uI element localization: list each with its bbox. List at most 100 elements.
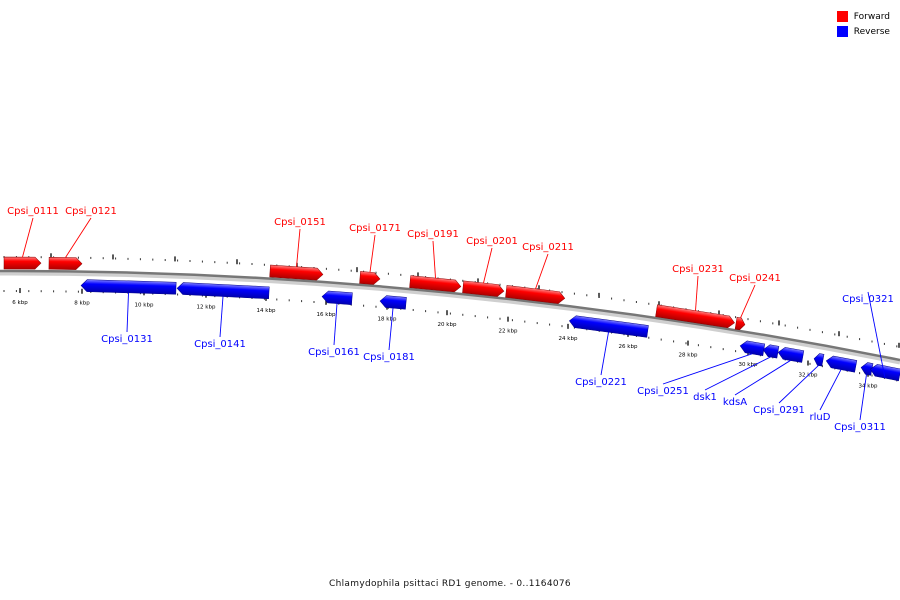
gene-dsk1[interactable] (762, 344, 780, 359)
gene-cpsi_0111[interactable] (3, 256, 42, 270)
genome-backbone-shadow (0, 270, 900, 365)
tick-label: 28 kbp (679, 353, 698, 359)
gene-label[interactable]: Cpsi_0291 (753, 405, 805, 416)
gene-cpsi_0321[interactable] (869, 363, 900, 382)
gene-cpsi_0221[interactable] (569, 315, 649, 338)
genome-caption: Chlamydophila psittaci RD1 genome. - 0..… (329, 579, 571, 589)
gene-leader-line (859, 374, 867, 421)
gene-leader-line (695, 275, 699, 311)
gene-leader-line (734, 360, 791, 396)
gene-leader-line (333, 303, 338, 346)
gene-cpsi_0231[interactable] (655, 304, 736, 329)
gene-arrow[interactable] (860, 361, 874, 376)
gene-label[interactable]: Cpsi_0321 (842, 294, 894, 305)
gene-leader-line (535, 253, 549, 290)
legend: Forward Reverse (836, 9, 890, 39)
gene-cpsi_0181[interactable] (379, 295, 407, 310)
gene-label[interactable]: Cpsi_0181 (363, 352, 415, 363)
gene-label[interactable]: Cpsi_0211 (522, 242, 574, 253)
gene-cpsi_0251[interactable] (739, 340, 766, 357)
legend-forward: Forward (836, 9, 890, 24)
tick-label: 8 kbp (74, 301, 90, 307)
gene-label[interactable]: Cpsi_0131 (101, 334, 153, 345)
gene-arrow[interactable] (269, 264, 324, 281)
tick-label: 26 kbp (619, 344, 638, 350)
gene-cpsi_0201[interactable] (462, 280, 505, 297)
gene-label[interactable]: rluD (810, 412, 831, 423)
gene-leader-line (483, 247, 493, 284)
tick-label: 20 kbp (438, 322, 457, 328)
gene-cpsi_0131[interactable] (80, 279, 177, 295)
gene-label[interactable]: Cpsi_0241 (729, 273, 781, 284)
gene-cpsi_0141[interactable] (176, 282, 270, 300)
forward-swatch (836, 11, 848, 22)
gene-arrow[interactable] (777, 346, 805, 363)
gene-cpsi_0291[interactable] (813, 353, 825, 367)
gene-label[interactable]: dsk1 (693, 392, 717, 403)
gene-leader-line (369, 234, 376, 273)
gene-label[interactable]: Cpsi_0251 (637, 386, 689, 397)
legend-reverse: Reverse (836, 24, 890, 39)
gene-label[interactable]: Cpsi_0141 (194, 339, 246, 350)
gene-label[interactable]: Cpsi_0231 (672, 264, 724, 275)
gene-label[interactable]: Cpsi_0221 (575, 377, 627, 388)
gene-label[interactable]: Cpsi_0191 (407, 229, 459, 240)
gene-label[interactable]: Cpsi_0171 (349, 223, 401, 234)
gene-arrow[interactable] (505, 285, 566, 304)
tick-label: 10 kbp (135, 302, 154, 308)
gene-cpsi_0121[interactable] (48, 256, 83, 270)
gene-leader-line (819, 369, 842, 411)
gene-label[interactable]: kdsA (723, 397, 747, 408)
tick-label: 34 kbp (859, 384, 878, 390)
gene-arrow[interactable] (825, 355, 858, 373)
gene-leader-line (600, 332, 609, 376)
gene-arrow[interactable] (762, 344, 780, 359)
gene-arrow[interactable] (321, 290, 353, 305)
gene-label[interactable]: Cpsi_0311 (834, 422, 886, 433)
gene-arrow[interactable] (869, 363, 900, 382)
genome-backbone (0, 269, 900, 362)
gene-arrow[interactable] (80, 279, 177, 295)
gene-cpsi_0171[interactable] (359, 271, 381, 285)
gene-leader-line (662, 353, 753, 385)
gene-label[interactable]: Cpsi_0201 (466, 236, 518, 247)
genes-layer (3, 256, 900, 382)
tick-label: 24 kbp (559, 336, 578, 342)
gene-arrow[interactable] (409, 275, 462, 293)
gene-arrow[interactable] (3, 256, 42, 270)
gene-leader-line (219, 296, 224, 338)
gene-cpsi_0311[interactable] (860, 361, 874, 376)
gene-cpsi_0191[interactable] (409, 275, 462, 293)
gene-arrow[interactable] (655, 304, 736, 329)
gene-leader-line (704, 356, 771, 391)
gene-arrow[interactable] (734, 316, 746, 331)
gene-label[interactable]: Cpsi_0151 (274, 217, 326, 228)
gene-cpsi_0151[interactable] (269, 264, 324, 281)
tick-label: 30 kbp (739, 362, 758, 368)
gene-arrow[interactable] (379, 295, 407, 310)
gene-arrow[interactable] (813, 353, 825, 367)
legend-forward-label: Forward (853, 11, 890, 22)
gene-cpsi_0161[interactable] (321, 290, 353, 305)
gene-leader-line (432, 240, 436, 279)
gene-arrow[interactable] (48, 256, 83, 270)
gene-label[interactable]: Cpsi_0121 (65, 206, 117, 217)
gene-label[interactable]: Cpsi_0111 (7, 206, 59, 217)
gene-leader-line (65, 217, 92, 258)
gene-label[interactable]: Cpsi_0161 (308, 347, 360, 358)
gene-leader-line (22, 217, 34, 258)
gene-arrow[interactable] (359, 271, 381, 285)
gene-kdsa[interactable] (777, 346, 805, 363)
gene-arrow[interactable] (569, 315, 649, 338)
gene-cpsi_0211[interactable] (505, 285, 566, 304)
gene-cpsi_0241[interactable] (734, 316, 746, 331)
tick-label: 16 kbp (317, 312, 336, 318)
gene-arrow[interactable] (739, 340, 766, 357)
gene-leader-line (740, 284, 756, 319)
tick-label: 12 kbp (197, 305, 216, 311)
tick-label: 18 kbp (378, 317, 397, 323)
gene-arrow[interactable] (462, 280, 505, 297)
gene-arrow[interactable] (176, 282, 270, 300)
gene-rlud[interactable] (825, 355, 858, 373)
